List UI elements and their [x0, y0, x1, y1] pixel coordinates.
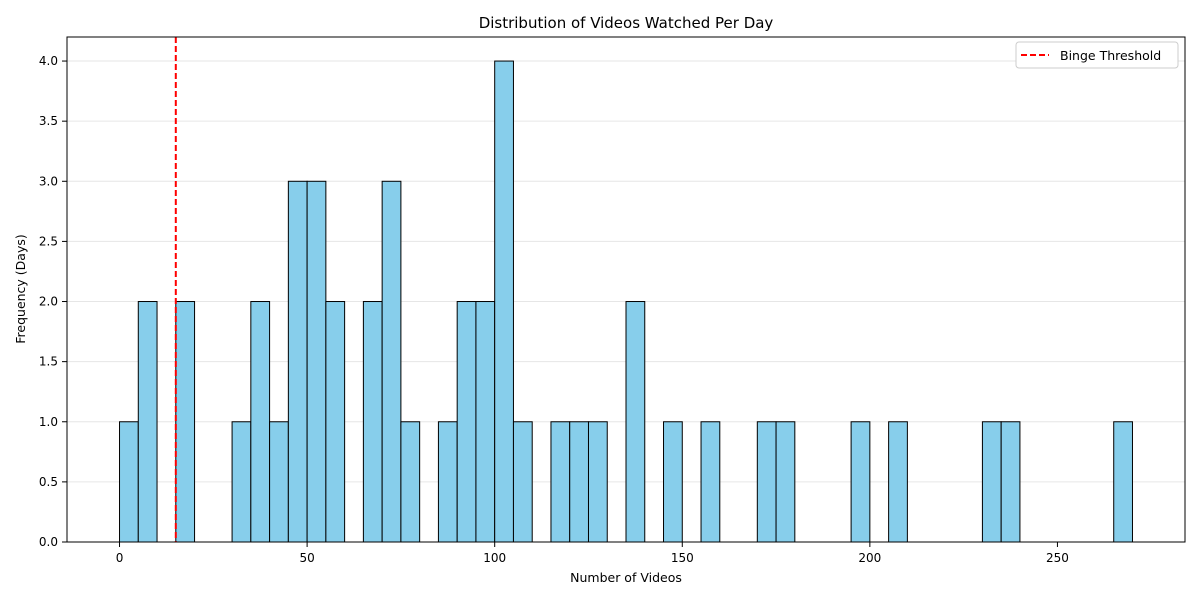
histogram-bar — [1000, 421, 1021, 543]
histogram-bar — [512, 421, 533, 543]
x-tick-label: 150 — [671, 551, 694, 565]
histogram-bar — [287, 180, 308, 543]
histogram-bar — [250, 301, 271, 543]
histogram-bar — [1113, 421, 1133, 543]
histogram-bar — [362, 301, 383, 543]
x-tick-label: 200 — [858, 551, 881, 565]
histogram-bar — [269, 421, 289, 543]
legend-box — [1015, 41, 1179, 69]
y-axis-label: Frequency (Days) — [13, 234, 28, 344]
histogram-bar — [231, 421, 252, 543]
histogram-bar — [119, 421, 139, 543]
y-tick-label: 0.5 — [39, 475, 58, 489]
histogram-bar — [569, 421, 589, 543]
histogram-bar — [756, 421, 777, 543]
histogram-bar — [175, 301, 196, 543]
y-tick-label: 3.0 — [39, 174, 58, 188]
histogram-bar — [456, 301, 477, 543]
histogram-bar — [981, 421, 1002, 543]
x-tick-label: 0 — [116, 551, 124, 565]
chart-title: Distribution of Videos Watched Per Day — [479, 14, 774, 32]
y-tick-label: 4.0 — [39, 54, 58, 68]
histogram-bar — [400, 421, 421, 543]
axes — [66, 36, 1186, 543]
histogram-bar — [494, 60, 514, 543]
histogram-bar — [663, 421, 683, 543]
histogram-bar — [381, 180, 402, 543]
histogram-bar — [850, 421, 871, 543]
histogram-bars — [119, 60, 1133, 543]
y-tick-label: 3.5 — [39, 114, 58, 128]
histogram-bar — [475, 301, 496, 543]
histogram-bar — [137, 301, 158, 543]
axis-ticks: 0 50 100 150 200 250 0.0 0.5 1.0 1.5 2.0 2.5 3.0 3.5 4… — [39, 54, 1069, 565]
y-tick-label: 1.5 — [39, 355, 58, 369]
histogram-bar — [888, 421, 908, 543]
y-tick-label: 0.0 — [39, 535, 58, 549]
histogram-bar — [775, 421, 796, 543]
y-tick-label: 2.5 — [39, 234, 58, 248]
x-tick-label: 250 — [1046, 551, 1069, 565]
histogram-bar — [550, 421, 571, 543]
y-tick-label: 2.0 — [39, 295, 58, 309]
histogram-bar — [625, 301, 646, 543]
x-tick-label: 100 — [483, 551, 506, 565]
x-tick-label: 50 — [299, 551, 314, 565]
histogram-bar — [700, 421, 721, 543]
legend: Binge Threshold — [1015, 41, 1179, 69]
histogram-bar — [587, 421, 608, 543]
legend-threshold-label: Binge Threshold — [1060, 48, 1161, 63]
histogram-bar — [306, 180, 327, 543]
histogram-bar — [437, 421, 458, 543]
y-tick-label: 1.0 — [39, 415, 58, 429]
histogram-bar — [325, 301, 346, 543]
plot-frame — [66, 36, 1186, 543]
x-axis-label: Number of Videos — [570, 570, 682, 585]
